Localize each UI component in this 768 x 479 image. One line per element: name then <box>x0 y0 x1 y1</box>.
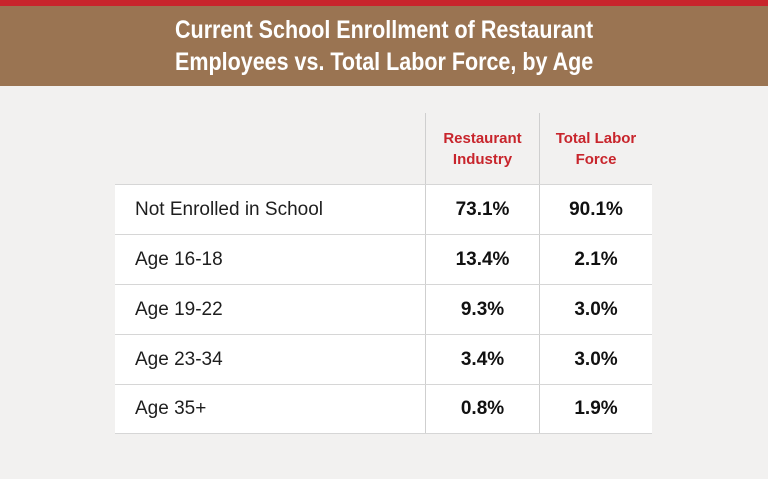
labor-force-value: 2.1% <box>539 235 652 284</box>
restaurant-value: 73.1% <box>425 185 539 234</box>
row-label: Age 35+ <box>135 398 207 419</box>
table-header-row: Restaurant Industry Total Labor Force <box>115 113 652 184</box>
column-header-labor-line-2: Force <box>575 150 617 168</box>
enrollment-table: Restaurant Industry Total Labor Force No… <box>115 113 652 434</box>
labor-force-value: 3.0% <box>539 335 652 384</box>
chart-title-line-2: Employees vs. Total Labor Force, by Age <box>174 48 594 76</box>
title-banner: Current School Enrollment of Restaurant … <box>0 6 768 86</box>
restaurant-value: 9.3% <box>425 285 539 334</box>
restaurant-value: 0.8% <box>425 385 539 433</box>
table-row: Age 19-22 9.3% 3.0% <box>115 284 652 334</box>
labor-force-value: 3.0% <box>539 285 652 334</box>
row-label: Age 19-22 <box>135 298 223 320</box>
column-header-restaurant-line-1: Restaurant <box>443 129 522 147</box>
row-label: Age 16-18 <box>135 248 223 270</box>
column-header-restaurant-line-2: Industry <box>452 150 513 168</box>
top-accent-stripe <box>0 0 768 6</box>
column-header-restaurant-industry: Restaurant Industry <box>425 113 539 184</box>
column-header-labor-line-1: Total Labor <box>555 129 637 147</box>
row-label: Age 23-34 <box>135 348 223 370</box>
table-row: Age 16-18 13.4% 2.1% <box>115 234 652 284</box>
labor-force-value: 90.1% <box>539 185 652 234</box>
restaurant-value: 13.4% <box>425 235 539 284</box>
chart-title-line-1: Current School Enrollment of Restaurant <box>174 16 594 44</box>
table-row: Age 35+ 0.8% 1.9% <box>115 384 652 434</box>
table-row: Age 23-34 3.4% 3.0% <box>115 334 652 384</box>
column-header-total-labor-force: Total Labor Force <box>539 113 652 184</box>
labor-force-value: 1.9% <box>539 385 652 433</box>
header-empty-cell <box>115 113 425 184</box>
table-row: Not Enrolled in School 73.1% 90.1% <box>115 184 652 234</box>
row-label: Not Enrolled in School <box>135 198 323 220</box>
restaurant-value: 3.4% <box>425 335 539 384</box>
